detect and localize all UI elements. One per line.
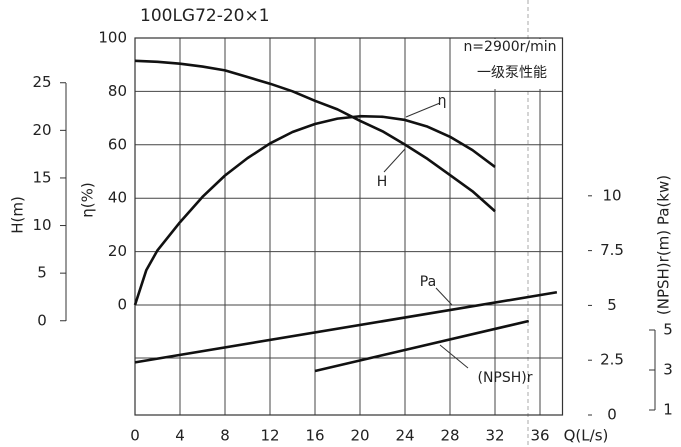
y-axis-label: η(%) [79, 182, 97, 217]
y-tick-label: 40 [108, 189, 127, 207]
y2-tick-label: 5 [663, 321, 673, 339]
y-axis-label: H(m) [9, 196, 27, 234]
y-tick-label: 20 [32, 121, 51, 139]
x-tick-label: 36 [530, 427, 549, 445]
x-tick-label: 20 [350, 427, 369, 445]
annotation-arrow [435, 287, 453, 306]
y2-tick-label: 5 [607, 296, 617, 314]
line-series [133, 114, 496, 306]
note: 一级泵性能 [477, 65, 547, 81]
annotation-arrow [383, 148, 406, 173]
note-box [456, 39, 561, 89]
series-label: (NPSH)r [477, 370, 532, 386]
line-series [134, 290, 558, 364]
y-tick-label: 80 [108, 82, 127, 100]
x-tick-label: 28 [440, 427, 459, 445]
y2-axis-label: (NPSH)r(m) Pa(kw) [655, 175, 673, 315]
x-tick-label: 4 [175, 427, 185, 445]
y-tick-label: 10 [32, 216, 51, 234]
annotation-arrow [405, 102, 441, 118]
y2-tick-label: 3 [663, 361, 673, 379]
line-series [134, 59, 496, 213]
series-label: H [377, 174, 388, 190]
x-tick-label: 8 [220, 427, 230, 445]
x-tick-label: 0 [130, 427, 140, 445]
y2-tick-label: 1 [663, 401, 673, 419]
y-tick-label: 60 [108, 135, 127, 153]
x-tick-label: 24 [395, 427, 414, 445]
y-tick-label: 25 [32, 73, 51, 91]
y2-tick-label: 10 [602, 186, 621, 204]
y2-tick-label: 7.5 [600, 241, 624, 259]
plot-frame [134, 37, 564, 416]
line-series [314, 319, 530, 373]
note: n=2900r/min [463, 39, 556, 55]
y-tick-label: 15 [32, 168, 51, 186]
x-axis-label: Q(L/s) [564, 427, 609, 445]
y-tick-label: 20 [108, 242, 127, 260]
x-tick-label: 12 [260, 427, 279, 445]
y2-tick-label: 0 [607, 406, 617, 424]
chart-title: 100LG72-20×1 [140, 6, 270, 26]
x-tick-label: 16 [305, 427, 324, 445]
y-tick-label: 5 [37, 264, 47, 282]
series-label: η [438, 93, 447, 109]
y-tick-label: 0 [117, 295, 127, 313]
y-tick-label: 0 [37, 311, 47, 329]
annotation-arrow [439, 344, 469, 369]
x-tick-label: 32 [485, 427, 504, 445]
y-tick-label: 100 [98, 29, 127, 47]
series-label: Pa [420, 274, 436, 290]
y2-tick-label: 2.5 [600, 351, 624, 369]
